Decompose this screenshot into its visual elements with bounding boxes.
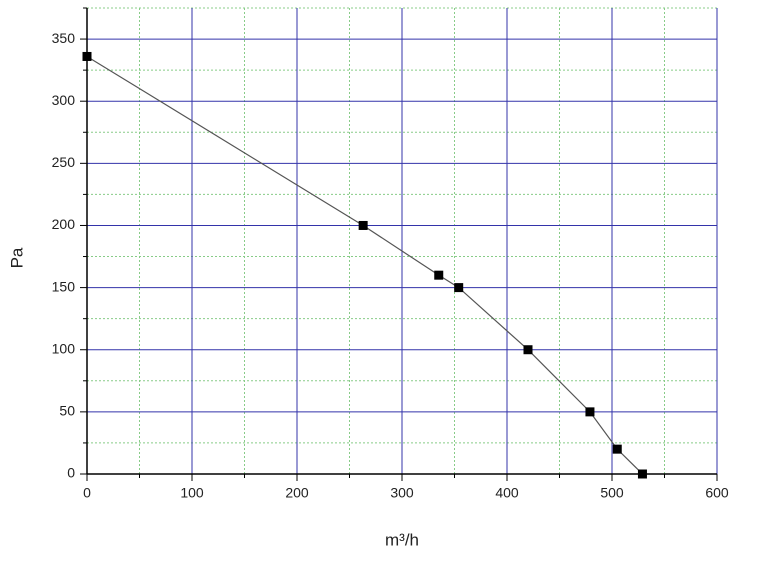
- marker: [637, 469, 647, 479]
- x-tick-label: 200: [285, 485, 309, 501]
- marker: [585, 407, 595, 417]
- y-tick-label: 50: [59, 403, 75, 419]
- marker: [454, 283, 464, 293]
- x-tick-label: 0: [83, 485, 91, 501]
- marker: [434, 270, 444, 280]
- y-tick-label: 250: [52, 154, 76, 170]
- y-tick-label: 350: [52, 30, 76, 46]
- x-tick-label: 400: [495, 485, 519, 501]
- x-axis-label: m³/h: [385, 530, 419, 549]
- marker: [358, 220, 368, 230]
- y-tick-label: 0: [67, 465, 75, 481]
- x-tick-label: 100: [180, 485, 204, 501]
- marker: [82, 51, 92, 61]
- y-axis-label: Pa: [7, 247, 26, 268]
- x-tick-label: 600: [705, 485, 729, 501]
- marker: [612, 444, 622, 454]
- curve: [86, 55, 643, 475]
- x-tick-label: 500: [600, 485, 624, 501]
- y-tick-label: 200: [52, 216, 76, 232]
- y-tick-label: 150: [52, 278, 76, 294]
- y-tick-label: 300: [52, 92, 76, 108]
- x-tick-label: 300: [390, 485, 414, 501]
- marker: [523, 345, 533, 355]
- y-tick-label: 100: [52, 340, 76, 356]
